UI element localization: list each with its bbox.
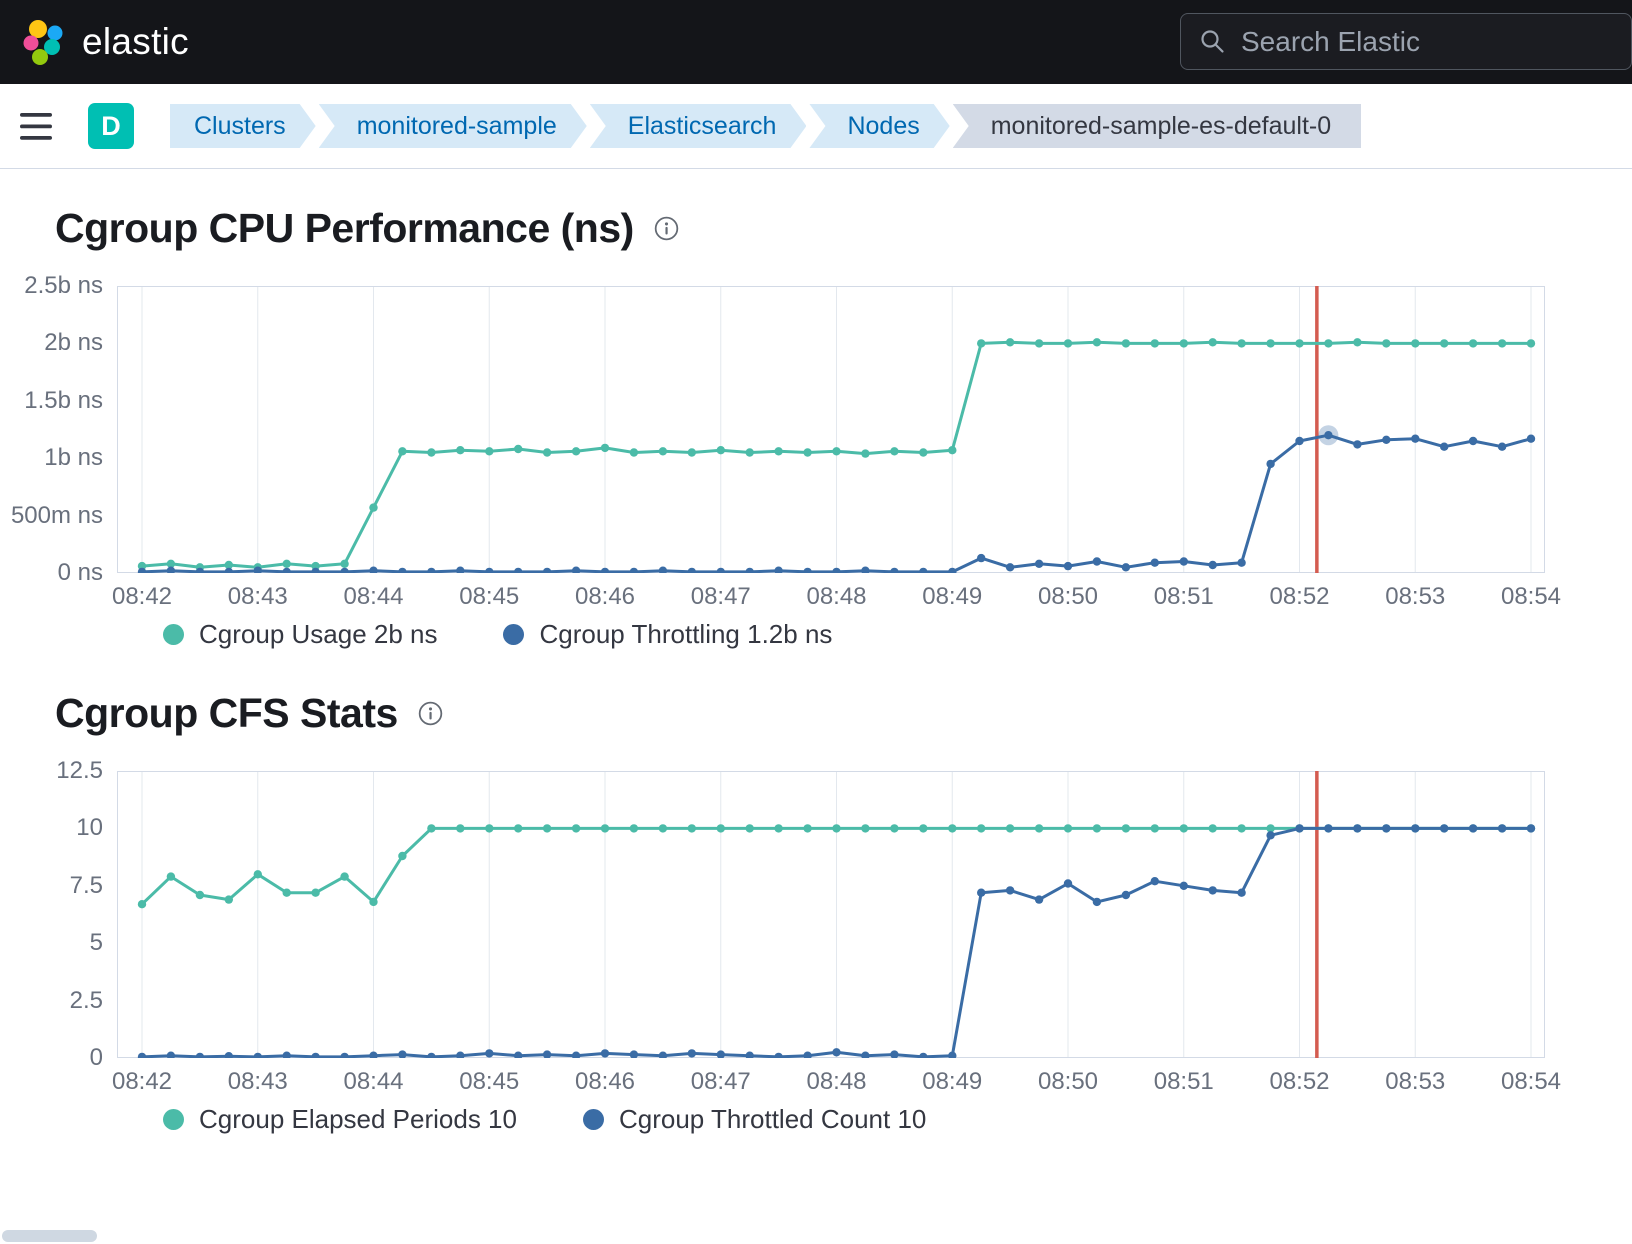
x-tick-label: 08:50 — [1037, 583, 1099, 610]
legend-dot — [582, 1109, 604, 1130]
x-tick-label: 08:46 — [574, 1068, 636, 1095]
global-search-input[interactable]: Search Elastic — [1180, 13, 1632, 70]
x-tick-label: 08:51 — [1153, 1068, 1214, 1095]
x-tick-label: 08:53 — [1385, 1068, 1446, 1095]
y-tick-label: 1b ns — [44, 444, 103, 472]
x-tick-label: 08:42 — [111, 1068, 173, 1095]
y-tick-label: 7.5 — [69, 871, 103, 899]
breadcrumb-elasticsearch[interactable]: Elasticsearch — [590, 104, 807, 148]
legend-item-cgroup-usage[interactable]: Cgroup Usage 2b ns — [163, 619, 437, 650]
x-tick-label: 08:46 — [574, 583, 636, 610]
breadcrumb-clusters[interactable]: Clusters — [170, 104, 316, 148]
x-tick-label: 08:53 — [1385, 583, 1446, 610]
search-placeholder: Search Elastic — [1241, 25, 1420, 57]
info-icon[interactable] — [418, 701, 443, 726]
plot-column: 08:42 08:43 08:44 08:45 08:46 08:47 08:48 08:49… — [112, 771, 1561, 1135]
chart-canvas — [117, 771, 1545, 1058]
y-tick-label: 1.5b ns — [24, 386, 103, 414]
legend-label: Cgroup Throttling 1.2b ns — [539, 619, 833, 649]
x-tick-label: 08:50 — [1037, 1068, 1099, 1095]
legend-dot — [503, 624, 525, 645]
hamburger-icon — [20, 112, 52, 140]
x-tick-label: 08:47 — [690, 583, 751, 610]
x-tick-label: 08:47 — [690, 1068, 751, 1095]
cgroup-cpu-chart[interactable] — [117, 286, 1545, 573]
search-icon — [1201, 30, 1224, 53]
x-tick-label: 08:51 — [1153, 583, 1214, 610]
y-tick-label: 0 ns — [57, 559, 103, 586]
gridlines — [141, 771, 1532, 1058]
series-cgroup-throttling — [137, 425, 1536, 573]
breadcrumb-bar: D Clusters monitored-sample Elasticsearc… — [0, 84, 1632, 169]
legend-item-elapsed-periods[interactable]: Cgroup Elapsed Periods 10 — [163, 1104, 517, 1135]
breadcrumb-nodes[interactable]: Nodes — [809, 104, 949, 148]
gridlines — [141, 286, 1532, 573]
chart-title: Cgroup CFS Stats — [55, 690, 398, 736]
x-tick-label: 08:45 — [459, 583, 520, 610]
series-cgroup-throttled-count — [137, 824, 1536, 1058]
breadcrumb-cluster-name[interactable]: monitored-sample — [319, 104, 587, 148]
y-tick-label: 0 — [89, 1044, 103, 1071]
y-axis-labels: 0 ns 500m ns 1b ns 1.5b ns 2b ns 2.5b ns — [11, 272, 117, 586]
y-tick-label: 10 — [76, 814, 103, 842]
chart-area: 0 ns 500m ns 1b ns 1.5b ns 2b ns 2.5b ns 08:4… — [11, 272, 1632, 650]
x-tick-label: 08:43 — [227, 1068, 288, 1095]
x-tick-label: 08:44 — [343, 1068, 404, 1095]
legend-item-throttled-count[interactable]: Cgroup Throttled Count 10 — [582, 1104, 927, 1135]
brand-name: elastic — [82, 21, 189, 62]
x-tick-label: 08:48 — [806, 583, 867, 610]
global-header: elastic Search Elastic — [0, 0, 1632, 84]
horizontal-scrollbar-thumb[interactable] — [2, 1230, 97, 1242]
chart-area: 0 2.5 5 7.5 10 12.5 08:42 08:43 08:44 08:45 08:46… — [15, 757, 1632, 1135]
x-tick-label: 08:54 — [1500, 583, 1562, 610]
section-cgroup-cfs-stats: Cgroup CFS Stats 0 2.5 5 7.5 10 12.5 08:42 08:… — [15, 690, 1632, 1135]
info-icon[interactable] — [654, 216, 679, 241]
x-tick-label: 08:43 — [227, 583, 288, 610]
x-axis-labels: 08:42 08:43 08:44 08:45 08:46 08:47 08:48 08:49… — [112, 1058, 1561, 1100]
plot-border — [117, 771, 1545, 1058]
menu-button[interactable] — [12, 103, 62, 150]
y-tick-label: 12.5 — [56, 757, 103, 784]
x-axis-labels: 08:42 08:43 08:44 08:45 08:46 08:47 08:48 08:49… — [112, 573, 1561, 615]
x-tick-label: 08:48 — [806, 1068, 867, 1095]
legend-label: Cgroup Usage 2b ns — [199, 619, 438, 649]
y-tick-label: 2.5 — [69, 986, 103, 1014]
y-tick-label: 2b ns — [44, 329, 103, 357]
x-tick-label: 08:45 — [459, 1068, 520, 1095]
chart-canvas — [117, 286, 1545, 573]
x-tick-label: 08:52 — [1269, 583, 1330, 610]
legend-dot — [163, 624, 184, 645]
x-tick-label: 08:49 — [922, 583, 983, 610]
chart-title: Cgroup CPU Performance (ns) — [55, 205, 634, 251]
y-tick-label: 5 — [89, 929, 103, 957]
page-title: Cgroup CPU Performance (ns) — [55, 205, 1632, 252]
legend-item-cgroup-throttling[interactable]: Cgroup Throttling 1.2b ns — [503, 619, 832, 650]
deployment-badge[interactable]: D — [88, 103, 134, 149]
legend-label: Cgroup Elapsed Periods 10 — [199, 1104, 517, 1134]
plot-column: 08:42 08:43 08:44 08:45 08:46 08:47 08:48 08:49… — [112, 286, 1561, 650]
cgroup-cfs-chart[interactable] — [117, 771, 1545, 1058]
chart-legend: Cgroup Elapsed Periods 10 Cgroup Throttl… — [163, 1104, 1545, 1135]
breadcrumb: Clusters monitored-sample Elasticsearch … — [170, 104, 1364, 148]
x-tick-label: 08:44 — [343, 583, 404, 610]
main-content: Cgroup CPU Performance (ns) 0 ns 500m ns 1… — [0, 169, 1632, 1135]
x-tick-label: 08:49 — [922, 1068, 983, 1095]
legend-label: Cgroup Throttled Count 10 — [618, 1104, 927, 1134]
section-cgroup-cpu-performance: Cgroup CPU Performance (ns) 0 ns 500m ns 1… — [11, 205, 1632, 650]
legend-dot — [163, 1109, 184, 1130]
y-tick-label: 500m ns — [10, 501, 103, 529]
elastic-logo-icon — [23, 19, 63, 65]
y-tick-label: 2.5b ns — [24, 272, 103, 299]
series-cgroup-usage — [137, 338, 1536, 572]
elastic-home-link[interactable]: elastic — [22, 19, 189, 66]
x-tick-label: 08:54 — [1500, 1068, 1562, 1095]
y-axis-labels: 0 2.5 5 7.5 10 12.5 — [15, 757, 117, 1071]
breadcrumb-current-node: monitored-sample-es-default-0 — [952, 104, 1362, 148]
page-title: Cgroup CFS Stats — [55, 690, 1632, 737]
x-tick-label: 08:42 — [111, 583, 173, 610]
x-tick-label: 08:52 — [1269, 1068, 1330, 1095]
chart-legend: Cgroup Usage 2b ns Cgroup Throttling 1.2… — [163, 619, 1545, 650]
